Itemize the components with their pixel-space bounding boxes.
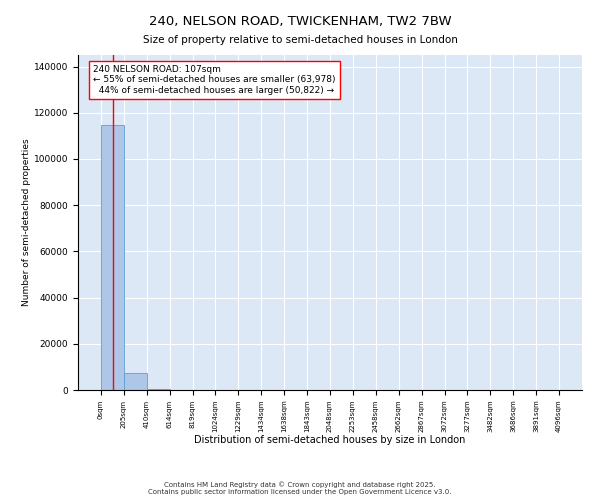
Bar	[124, 374, 147, 390]
Bar	[147, 388, 170, 390]
Text: Size of property relative to semi-detached houses in London: Size of property relative to semi-detach…	[143, 35, 457, 45]
Y-axis label: Number of semi-detached properties: Number of semi-detached properties	[22, 138, 31, 306]
Text: 240, NELSON ROAD, TWICKENHAM, TW2 7BW: 240, NELSON ROAD, TWICKENHAM, TW2 7BW	[149, 15, 451, 28]
Bar	[101, 125, 124, 390]
Text: 240 NELSON ROAD: 107sqm
← 55% of semi-detached houses are smaller (63,978)
  44%: 240 NELSON ROAD: 107sqm ← 55% of semi-de…	[93, 65, 335, 95]
X-axis label: Distribution of semi-detached houses by size in London: Distribution of semi-detached houses by …	[194, 435, 466, 446]
Text: Contains HM Land Registry data © Crown copyright and database right 2025.
Contai: Contains HM Land Registry data © Crown c…	[148, 482, 452, 495]
